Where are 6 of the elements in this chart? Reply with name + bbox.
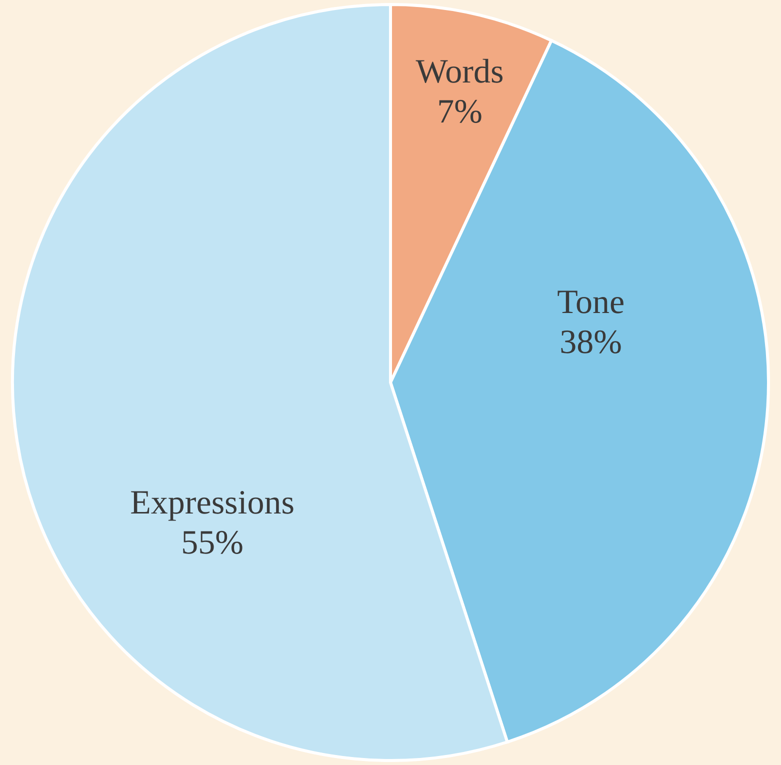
slice-label: Words [416,54,504,91]
slice-label: Expressions [130,484,294,522]
data-label: 55% [181,524,244,562]
data-label: 7% [437,94,482,131]
data-label: 38% [560,324,622,362]
slice-label: Tone [557,284,625,322]
